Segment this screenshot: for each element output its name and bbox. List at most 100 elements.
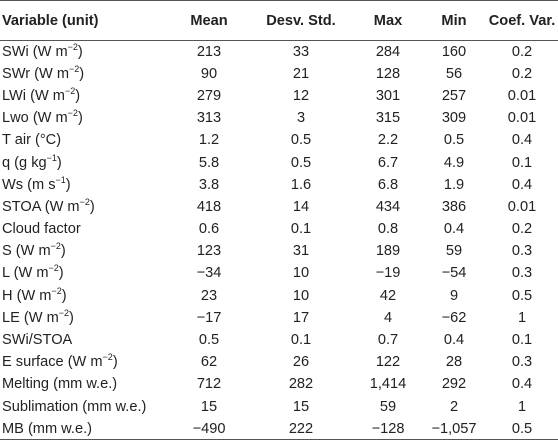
cell-min: 56	[445, 65, 463, 82]
cell-max: −128	[352, 417, 424, 441]
cell-min: 309	[441, 110, 467, 127]
variable-name: H (W m	[2, 287, 52, 304]
cell-max: 122	[375, 354, 401, 371]
variable-name: Melting (mm w.e.)	[2, 376, 118, 393]
unit-exponent: −2	[64, 86, 76, 97]
table-row: Lwo (W m−2) 313 3 315 309 0.01	[0, 107, 558, 129]
cell-variable: Ws (m s−1)	[0, 174, 168, 196]
cell-mean: 1.2	[198, 132, 220, 149]
unit-close: )	[69, 309, 74, 326]
cell-variable: E surface (W m−2)	[0, 351, 168, 373]
table-row: T air (°C) 1.2 0.5 2.2 0.5 0.4	[0, 129, 558, 151]
cell-mean: −34	[196, 265, 222, 282]
cell-max: −19	[375, 265, 401, 282]
cell-mean: 0.5	[198, 332, 220, 349]
cell-min: 0.4	[443, 332, 465, 349]
cell-coef-var: 1	[517, 398, 527, 415]
cell-coef-var: 0.3	[511, 354, 533, 371]
table-row: SWr (W m−2) 90 21 128 56 0.2	[0, 63, 558, 85]
cell-std: 0.1	[290, 332, 312, 349]
cell-coef-var: 0.4	[511, 176, 533, 193]
cell-variable: SWi (W m−2)	[0, 41, 168, 63]
cell-mean: 5.8	[198, 154, 220, 171]
header-std: Desv. Std.	[250, 0, 352, 41]
variable-name: L (W m	[2, 265, 49, 282]
cell-variable: L (W m−2)	[0, 262, 168, 284]
cell-mean: 3.8	[198, 176, 220, 193]
unit-exponent: −2	[79, 197, 90, 208]
unit-exponent: −2	[69, 63, 80, 74]
unit-close: )	[60, 243, 66, 260]
cell-min: 0.5	[443, 132, 465, 149]
cell-mean: 15	[200, 398, 218, 415]
cell-mean: −17	[196, 309, 222, 326]
cell-max: 6.7	[377, 154, 399, 171]
cell-min: 0.4	[443, 221, 465, 238]
cell-max: 128	[375, 65, 401, 82]
cell-max: 284	[375, 43, 401, 60]
table-header: Variable (unit) Mean Desv. Std. Max Min …	[0, 0, 558, 41]
table-row: E surface (W m−2) 62 26 122 28 0.3	[0, 351, 558, 373]
variable-name: T air (°C)	[2, 132, 62, 149]
cell-coef-var: 0.01	[507, 110, 537, 127]
cell-min: 257	[441, 87, 467, 104]
cell-std: 26	[292, 354, 310, 371]
cell-coef-var: 0.1	[511, 332, 533, 349]
variable-name: Lwo (W m	[2, 110, 68, 127]
table-row: q (g kg−1) 5.8 0.5 6.7 4.9 0.1	[0, 151, 558, 173]
cell-coef-var: 0.5	[484, 417, 558, 441]
variable-name: LE (W m	[2, 309, 59, 326]
table-row: STOA (W m−2) 418 14 434 386 0.01	[0, 196, 558, 218]
cell-std: 15	[292, 398, 310, 415]
cell-coef-var: 0.3	[511, 243, 533, 260]
unit-close: )	[77, 43, 83, 60]
variable-name: Ws (m s	[2, 176, 56, 193]
cell-coef-var: 0.4	[511, 376, 533, 393]
variable-name: E surface (W m	[2, 354, 103, 371]
cell-std: 31	[292, 243, 310, 260]
unit-close: )	[79, 65, 85, 82]
cell-variable: H (W m−2)	[0, 285, 168, 307]
unit-close: )	[112, 354, 118, 371]
unit-close: )	[65, 176, 71, 193]
cell-coef-var: 0.01	[507, 198, 537, 215]
header-max: Max	[352, 0, 424, 41]
cell-max: 4	[383, 309, 393, 326]
cell-mean: 62	[200, 354, 218, 371]
cell-min: 292	[441, 376, 467, 393]
variable-name: Sublimation (mm w.e.)	[2, 398, 147, 415]
cell-min: 9	[449, 287, 459, 304]
cell-mean: 313	[196, 110, 222, 127]
table-row: Cloud factor 0.6 0.1 0.8 0.4 0.2	[0, 218, 558, 240]
table-row: Ws (m s−1) 3.8 1.6 6.8 1.9 0.4	[0, 174, 558, 196]
cell-coef-var: 0.4	[511, 132, 533, 149]
unit-exponent: −2	[67, 108, 78, 119]
unit-exponent: −2	[58, 307, 70, 318]
cell-min: 2	[449, 398, 459, 415]
unit-close: )	[77, 110, 83, 127]
cell-max: 6.8	[377, 176, 399, 193]
cell-mean: 213	[196, 43, 222, 60]
cell-coef-var: 0.2	[511, 65, 533, 82]
table-row: LE (W m−2) −17 17 4 −62 1	[0, 307, 558, 329]
cell-mean: 123	[196, 243, 222, 260]
table-body: SWi (W m−2) 213 33 284 160 0.2 SWr (W m−2) 90 21…	[0, 41, 558, 441]
cell-min: 1.9	[443, 176, 465, 193]
cell-std: 21	[292, 65, 310, 82]
cell-variable: Melting (mm w.e.)	[0, 373, 168, 395]
cell-max: 0.8	[377, 221, 399, 238]
cell-variable: Lwo (W m−2)	[0, 107, 168, 129]
cell-std: 10	[292, 265, 310, 282]
unit-exponent: −2	[50, 241, 61, 252]
cell-std: 10	[292, 287, 310, 304]
cell-mean: 23	[200, 287, 218, 304]
cell-variable: SWi/STOA	[0, 329, 168, 351]
unit-close: )	[75, 87, 81, 104]
cell-max: 2.2	[377, 132, 399, 149]
cell-std: 33	[292, 43, 310, 60]
table-row: H (W m−2) 23 10 42 9 0.5	[0, 285, 558, 307]
cell-mean: 279	[196, 87, 222, 104]
cell-variable: Sublimation (mm w.e.)	[0, 396, 168, 418]
variable-name: SWr (W m	[2, 65, 70, 82]
cell-min: 59	[445, 243, 463, 260]
